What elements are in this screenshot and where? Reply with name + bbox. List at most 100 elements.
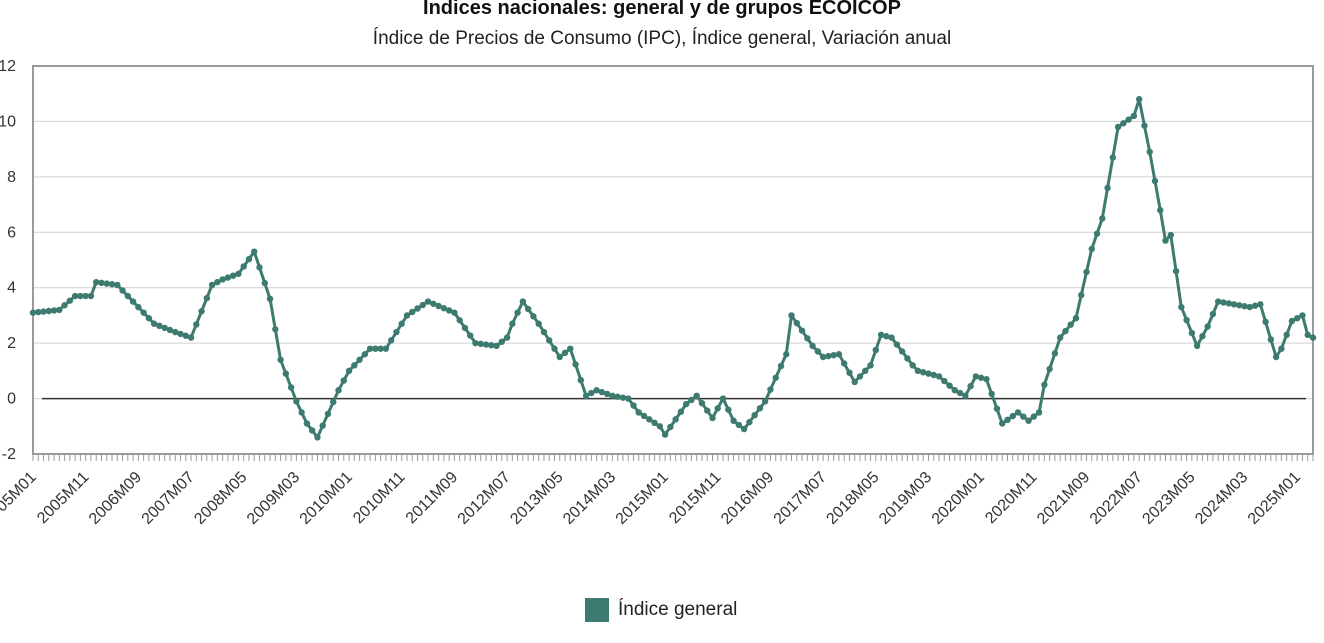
- data-point: [482, 341, 490, 348]
- x-tick-label: 2022M07: [1087, 469, 1146, 528]
- data-point: [414, 305, 421, 312]
- data-point: [551, 345, 558, 352]
- data-point: [435, 302, 442, 310]
- data-point: [1288, 317, 1296, 325]
- data-point: [1272, 353, 1280, 361]
- data-point: [898, 348, 906, 355]
- y-tick-label: 2: [7, 335, 16, 352]
- data-point: [588, 389, 595, 397]
- data-point: [430, 300, 437, 307]
- data-point: [1041, 381, 1048, 388]
- x-tick-label: 2005M11: [34, 469, 92, 527]
- legend-label: Índice general: [618, 599, 738, 620]
- data-point: [809, 342, 816, 350]
- data-point: [71, 292, 79, 300]
- data-point: [930, 371, 937, 379]
- data-point: [87, 292, 95, 300]
- data-point: [335, 387, 342, 394]
- data-point: [730, 417, 737, 424]
- data-point: [819, 353, 827, 361]
- data-point: [993, 405, 1001, 412]
- data-point: [735, 421, 743, 429]
- data-point: [967, 382, 974, 390]
- data-point: [667, 423, 674, 431]
- legend[interactable]: Índice general: [585, 598, 737, 622]
- data-point: [166, 326, 174, 334]
- data-point: [719, 395, 727, 402]
- data-point: [1230, 301, 1238, 308]
- x-tick-label: 2024M03: [1192, 469, 1251, 528]
- data-point: [572, 361, 579, 368]
- data-point: [387, 337, 395, 344]
- data-point: [1151, 177, 1159, 185]
- data-point: [614, 393, 621, 400]
- x-tick-label: 2015M11: [666, 469, 724, 527]
- data-point: [625, 395, 632, 402]
- data-point: [1188, 329, 1196, 337]
- data-point: [862, 367, 869, 375]
- data-point: [245, 255, 253, 263]
- data-point: [1172, 267, 1180, 275]
- data-point: [1072, 315, 1080, 322]
- data-point: [35, 308, 42, 316]
- y-tick-label: 6: [7, 224, 16, 241]
- data-point: [846, 369, 853, 376]
- data-point: [498, 338, 506, 345]
- data-point: [656, 423, 664, 430]
- y-tick-label: -2: [2, 446, 16, 463]
- data-point: [135, 303, 142, 311]
- data-point: [856, 373, 864, 380]
- y-tick-label: 10: [0, 113, 16, 130]
- x-tick-label: 2010M01: [297, 469, 356, 528]
- data-point: [909, 362, 916, 369]
- data-point: [619, 394, 627, 401]
- data-point: [1236, 302, 1243, 309]
- data-point: [951, 387, 959, 394]
- data-point: [772, 374, 779, 381]
- data-point: [445, 307, 453, 314]
- data-point: [314, 434, 321, 441]
- data-point: [493, 342, 500, 350]
- data-point: [1125, 116, 1132, 123]
- data-point: [272, 326, 279, 333]
- data-point: [282, 370, 290, 377]
- data-point: [1030, 413, 1038, 420]
- data-point: [788, 312, 795, 319]
- data-point: [561, 349, 569, 357]
- data-point: [409, 308, 416, 316]
- data-point: [1109, 154, 1117, 161]
- x-tick-label: 2019M03: [876, 469, 935, 528]
- data-point: [1009, 412, 1016, 420]
- data-point: [725, 406, 732, 413]
- data-point: [372, 345, 379, 352]
- data-point: [66, 297, 74, 304]
- y-tick-label: 12: [0, 58, 16, 75]
- chart-title: Índices nacionales: general y de grupos …: [423, 0, 901, 19]
- data-point: [150, 320, 158, 327]
- y-axis-ticks: -2 0 2 4 6 8 10 12: [0, 58, 16, 463]
- data-point: [840, 360, 848, 367]
- data-point: [140, 309, 147, 316]
- data-point: [403, 312, 411, 319]
- data-point: [1193, 342, 1201, 350]
- data-point: [651, 419, 658, 427]
- data-point: [1199, 333, 1206, 340]
- data-point: [219, 276, 226, 283]
- data-point: [187, 334, 195, 341]
- data-point: [229, 272, 237, 279]
- chart-subtitle: Índice de Precios de Consumo (IPC), Índi…: [372, 28, 952, 49]
- data-point: [988, 390, 995, 398]
- data-point: [1083, 268, 1090, 276]
- data-point: [1025, 417, 1032, 424]
- data-point: [956, 389, 964, 397]
- data-point: [503, 334, 511, 341]
- data-point: [108, 281, 116, 288]
- data-point: [646, 416, 653, 423]
- x-tick-label: 2009M03: [244, 469, 303, 528]
- data-point: [999, 420, 1006, 427]
- x-tick-label: 2014M03: [560, 469, 619, 528]
- data-point: [345, 367, 353, 375]
- data-point: [477, 340, 484, 348]
- data-point: [324, 410, 332, 418]
